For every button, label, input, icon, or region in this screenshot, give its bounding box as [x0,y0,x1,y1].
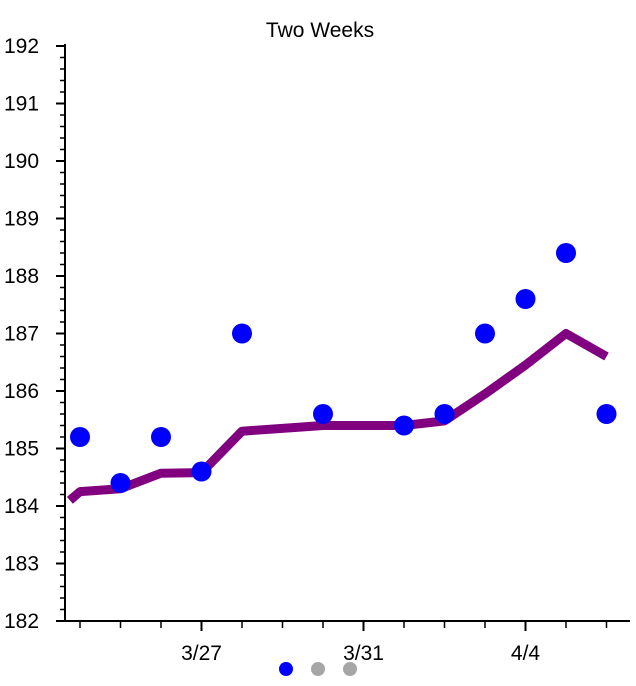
data-point [596,404,617,424]
y-tick-label: 184 [4,495,39,518]
y-tick-label: 185 [4,438,39,461]
y-tick-label: 192 [4,35,39,58]
data-point [70,427,90,447]
y-tick-label: 189 [4,208,39,231]
y-tick-label: 190 [4,150,39,173]
trend-line [66,329,609,504]
data-point [151,427,171,447]
x-tick-label: 4/4 [511,642,541,660]
axes [64,44,630,622]
page-dot[interactable] [343,662,357,676]
data-point [434,404,455,424]
data-point [394,415,414,436]
y-tick-label: 186 [4,380,39,403]
y-tick-label: 187 [4,323,39,346]
data-point [110,473,131,493]
x-tick-label: 3/27 [181,642,222,660]
points-layer [70,243,617,493]
data-point [475,323,495,344]
data-point [191,461,212,482]
data-point [232,323,252,344]
y-tick-label: 191 [4,93,39,116]
page-dot[interactable] [279,662,293,676]
x-tick-label: 3/31 [343,642,384,660]
data-point [515,289,536,309]
page-indicator[interactable] [0,662,636,686]
y-tick-label: 182 [4,610,39,633]
data-point [556,243,576,263]
ticks: 182 183 184 185 186 187 188 189 190 191 192 3/27 3/3… [4,35,608,660]
y-tick-label: 188 [4,265,39,288]
y-tick-label: 183 [4,553,39,576]
data-point [313,404,333,424]
page-dot[interactable] [311,662,325,676]
chart-title: Two Weeks [266,19,374,42]
trend-layer [66,329,609,504]
weight-chart: Two Weeks 182 183 184 185 186 187 188 189 190 191… [4,19,630,660]
